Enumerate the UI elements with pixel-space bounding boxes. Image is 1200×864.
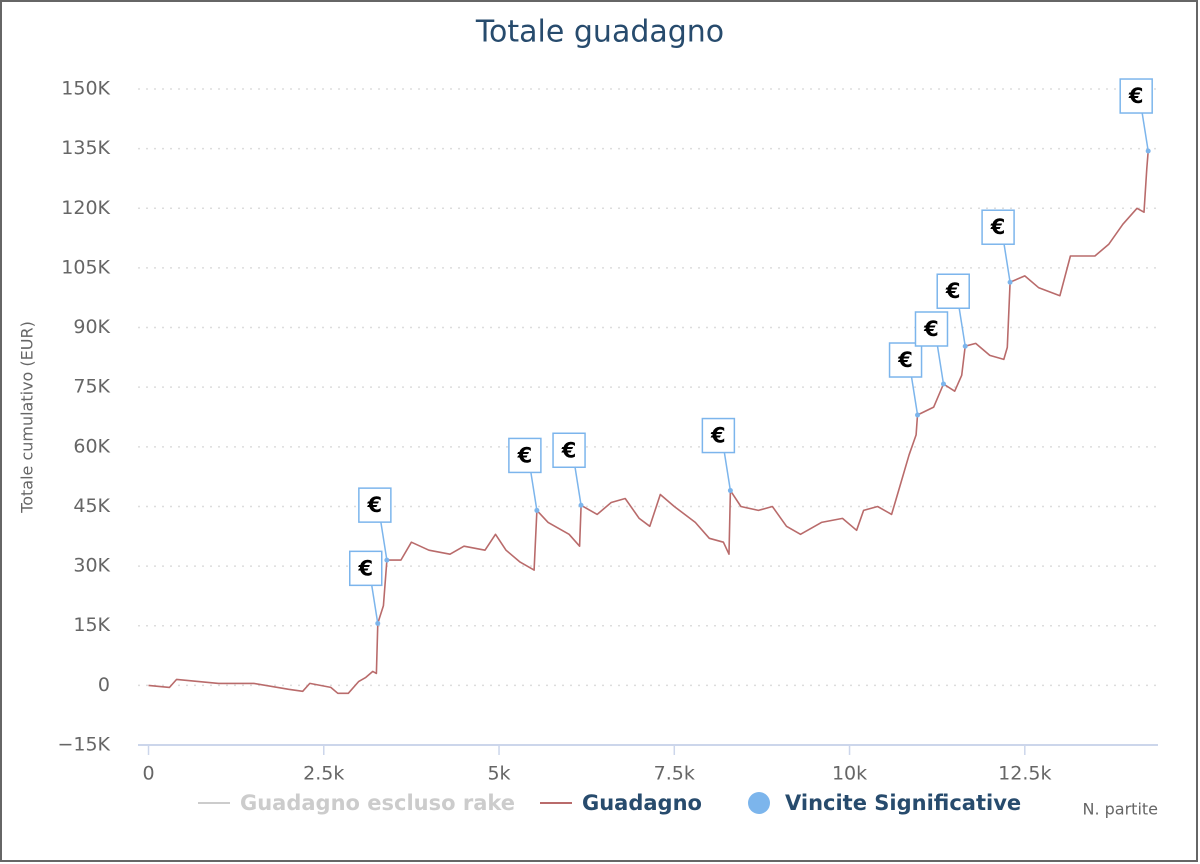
y-tick-label: 75K (73, 376, 110, 398)
win-point (578, 502, 584, 508)
flag-box (936, 273, 970, 309)
significant-win: € (936, 273, 970, 349)
significant-win: € (701, 417, 736, 494)
y-tick-label: 30K (73, 555, 110, 577)
flag-connector (371, 585, 379, 624)
y-tick-label: 135K (61, 137, 110, 159)
y-tick-label: 15K (73, 614, 110, 636)
significant-win: € (914, 311, 949, 387)
win-point (384, 557, 390, 563)
flag-label: € (1128, 84, 1144, 108)
x-axis-title: N. partite (1082, 800, 1158, 819)
significant-win: € (508, 437, 542, 513)
flag-box (552, 432, 586, 469)
y-axis-title: Totale cumulativo (EUR) (18, 321, 37, 514)
flag-box (888, 342, 923, 378)
significant-win: € (358, 487, 392, 563)
x-tick-label: 0 (142, 763, 154, 785)
win-point (534, 507, 540, 513)
flag-box (981, 209, 1015, 245)
flag-label: € (923, 317, 939, 341)
significant-win: € (552, 432, 586, 508)
flag-box (1119, 78, 1153, 114)
flag-box (914, 311, 949, 347)
legend-label: Guadagno (582, 791, 702, 815)
flag-connector (1003, 244, 1011, 283)
flag-connector (723, 452, 732, 491)
legend-item[interactable]: Vincite Significative (748, 791, 1021, 815)
flag-label: € (710, 424, 726, 448)
data-line (148, 150, 1149, 695)
y-tick-label: 45K (73, 495, 110, 517)
x-tick-label: 12.5k (998, 763, 1051, 785)
win-point (375, 620, 381, 626)
flag-label: € (367, 493, 383, 517)
win-point (915, 412, 921, 418)
win-point (962, 343, 968, 349)
win-point (727, 488, 733, 494)
significant-win: € (349, 550, 383, 626)
significant-win: € (888, 342, 923, 418)
flag-box (701, 417, 736, 454)
x-tick-label: 10k (832, 763, 867, 785)
legend-item[interactable]: Guadagno (540, 791, 702, 815)
significant-win: € (981, 209, 1015, 285)
legend-symbol (748, 792, 770, 814)
flag-label: € (945, 279, 961, 303)
x-tick-label: 5k (487, 763, 510, 785)
flag-label: € (517, 443, 533, 467)
flag-label: € (561, 438, 577, 462)
x-tick-label: 7.5k (654, 763, 695, 785)
y-tick-label: 60K (73, 435, 110, 457)
y-tick-label: 150K (61, 78, 110, 100)
chart-title: Totale guadagno (475, 15, 724, 50)
flag-connector (574, 467, 582, 506)
y-tick-label: 120K (61, 197, 110, 219)
flag-connector (380, 522, 388, 561)
y-tick-label: −15K (57, 734, 110, 756)
flag-connector (910, 376, 919, 416)
y-tick-label: 105K (61, 256, 110, 278)
win-point (1145, 148, 1151, 154)
flag-box (358, 487, 392, 523)
flag-label: € (990, 215, 1006, 239)
legend-label: Vincite Significative (785, 791, 1021, 815)
flag-connector (936, 345, 945, 385)
win-point (1007, 279, 1013, 285)
flag-label: € (897, 348, 913, 372)
win-point (940, 381, 946, 387)
flag-connector (530, 472, 538, 511)
y-tick-label: 90K (73, 316, 110, 338)
legend-item[interactable]: Guadagno escluso rake (198, 791, 515, 815)
flag-connector (1141, 112, 1149, 152)
significant-win: € (1119, 78, 1153, 154)
y-tick-label: 0 (98, 674, 110, 696)
legend-label: Guadagno escluso rake (240, 791, 515, 815)
flag-connector (958, 308, 966, 347)
flag-label: € (357, 556, 373, 580)
flag-box (508, 437, 542, 474)
x-tick-label: 2.5k (303, 763, 344, 785)
flag-box (349, 550, 383, 587)
